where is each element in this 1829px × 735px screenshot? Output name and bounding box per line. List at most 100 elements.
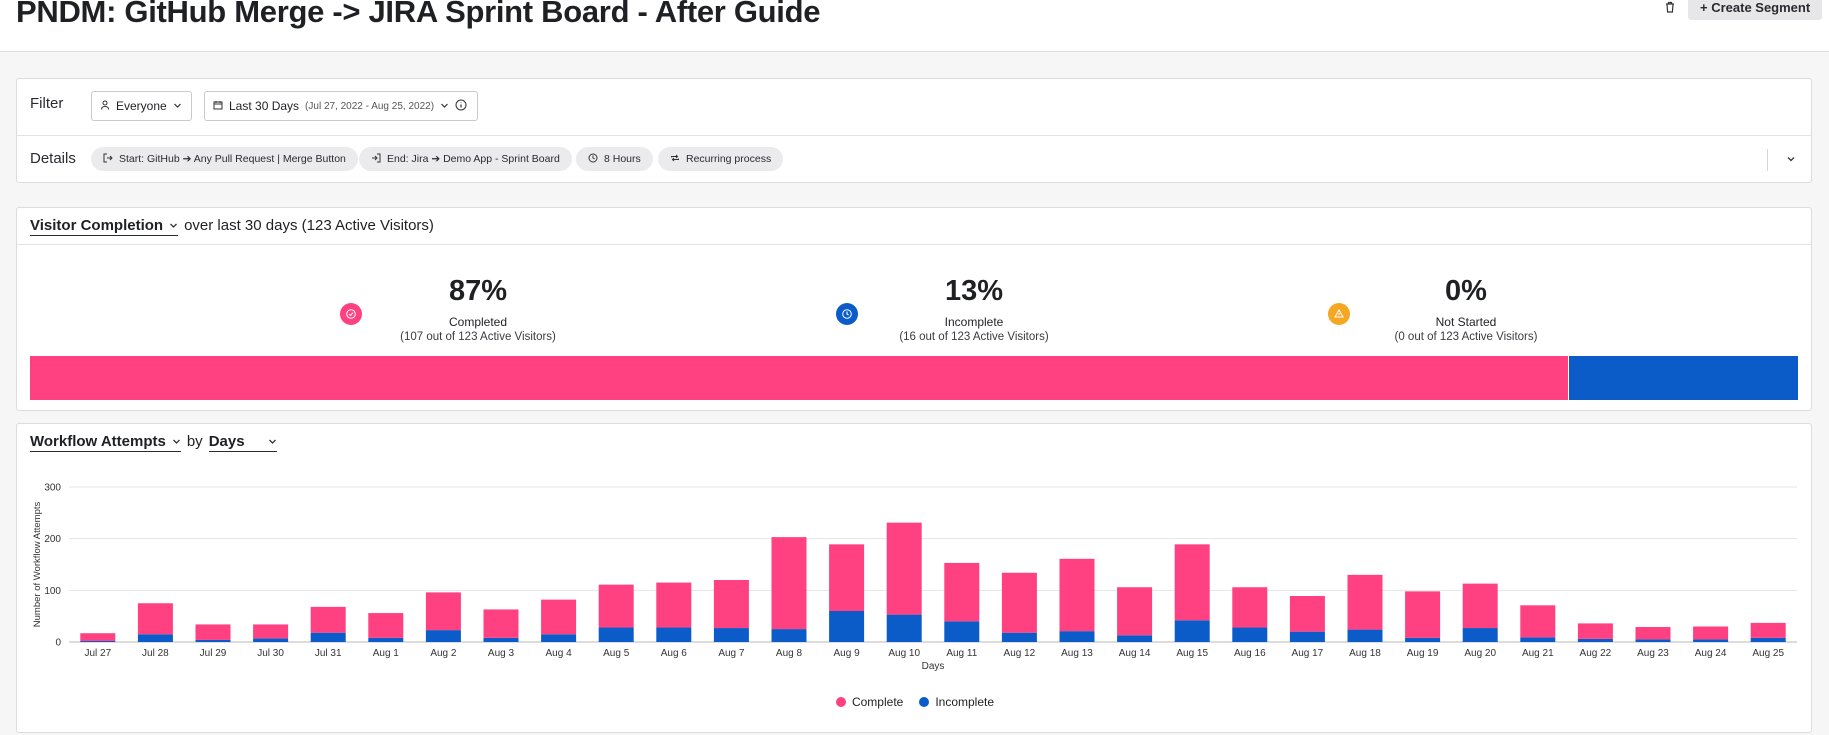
bar-complete[interactable] [771, 537, 807, 630]
x-tick-label: Aug 7 [718, 648, 745, 659]
bar-complete[interactable] [1520, 605, 1556, 638]
segment-select[interactable]: Everyone [91, 91, 192, 121]
completion-bar-completed[interactable] [30, 356, 1569, 400]
x-tick-label: Aug 23 [1637, 648, 1669, 659]
bar-complete[interactable] [829, 544, 865, 611]
end-chip[interactable]: End: Jira ➔ Demo App - Sprint Board [359, 147, 572, 171]
x-tick-label: Aug 10 [888, 648, 920, 659]
bar-complete[interactable] [483, 609, 519, 638]
bar-complete[interactable] [1001, 572, 1037, 633]
start-chip-label: Start: GitHub ➔ Any Pull Request | Merge… [119, 153, 346, 165]
bar-incomplete[interactable] [1174, 620, 1210, 642]
completion-bar [30, 356, 1798, 400]
bar-incomplete[interactable] [1117, 635, 1153, 642]
legend-item-complete[interactable]: Complete [835, 695, 904, 709]
bar-complete[interactable] [1059, 558, 1095, 632]
bar-complete[interactable] [1405, 591, 1441, 638]
x-tick-label: Aug 6 [661, 648, 688, 659]
bar-complete[interactable] [1750, 622, 1786, 638]
bar-complete[interactable] [656, 582, 692, 628]
bar-incomplete[interactable] [886, 614, 922, 642]
stat-not-started-sub: (0 out of 123 Active Visitors) [1394, 331, 1538, 343]
duration-chip[interactable]: 8 Hours [576, 147, 653, 171]
bar-complete[interactable] [598, 584, 634, 628]
stat-completed-label: Completed [448, 315, 508, 329]
create-segment-button[interactable]: + Create Segment [1688, 0, 1823, 20]
x-tick-label: Aug 14 [1119, 648, 1151, 659]
bar-incomplete[interactable] [598, 627, 634, 642]
completion-bar-incomplete[interactable] [1568, 356, 1798, 400]
expand-details-button[interactable] [1783, 151, 1799, 167]
workflow-metric-dropdown[interactable]: Workflow Attempts [30, 433, 181, 452]
bar-complete[interactable] [1577, 623, 1613, 639]
bar-complete[interactable] [1232, 587, 1268, 628]
x-tick-label: Aug 25 [1752, 648, 1784, 659]
bar-incomplete[interactable] [1577, 638, 1613, 642]
bar-incomplete[interactable] [771, 629, 807, 642]
page-title: PNDM: GitHub Merge -> JIRA Sprint Board … [16, 0, 821, 29]
bar-complete[interactable] [1174, 544, 1210, 621]
bar-complete[interactable] [310, 606, 346, 633]
completion-metric-dropdown[interactable]: Visitor Completion [30, 217, 179, 236]
details-label: Details [30, 150, 76, 167]
bar-incomplete[interactable] [829, 611, 865, 642]
bar-incomplete[interactable] [137, 634, 173, 642]
x-tick-label: Aug 11 [946, 648, 977, 659]
bar-incomplete[interactable] [1462, 628, 1498, 642]
stat-completed-sub: (107 out of 123 Active Visitors) [400, 331, 556, 343]
bar-complete[interactable] [1289, 596, 1325, 632]
x-tick-label: Aug 20 [1464, 648, 1496, 659]
bar-complete[interactable] [541, 599, 577, 635]
bar-incomplete[interactable] [253, 638, 289, 642]
chevron-down-icon [170, 223, 178, 228]
bar-complete[interactable] [1462, 583, 1498, 629]
bar-incomplete[interactable] [310, 632, 346, 642]
granularity-dropdown[interactable]: Days [208, 433, 277, 452]
bar-complete[interactable] [1347, 574, 1383, 630]
bar-incomplete[interactable] [1347, 629, 1383, 642]
bar-complete[interactable] [1635, 627, 1671, 640]
bar-incomplete[interactable] [483, 637, 519, 642]
bar-incomplete[interactable] [1520, 637, 1556, 642]
legend-item-incomplete[interactable]: Incomplete [919, 695, 994, 709]
bar-complete[interactable] [253, 624, 289, 639]
bar-complete[interactable] [195, 624, 231, 640]
bar-incomplete[interactable] [1001, 632, 1037, 642]
bar-incomplete[interactable] [713, 628, 749, 642]
bar-complete[interactable] [425, 592, 461, 631]
workflow-attempts-card: Workflow Attempts by Days 0 100 200 300 Numb… [16, 423, 1812, 733]
bar-complete[interactable] [137, 603, 173, 635]
legend-label: Complete [851, 695, 904, 709]
bar-incomplete[interactable] [541, 634, 577, 642]
clock-icon [588, 153, 598, 166]
bar-complete[interactable] [944, 562, 980, 622]
bar-incomplete[interactable] [425, 630, 461, 642]
bar-incomplete[interactable] [1405, 637, 1441, 642]
bar-incomplete[interactable] [1635, 639, 1671, 642]
bar-complete[interactable] [713, 580, 749, 629]
bar-complete[interactable] [1117, 587, 1153, 636]
date-range-select[interactable]: Last 30 Days (Jul 27, 2022 - Aug 25, 202… [204, 91, 478, 121]
recurring-chip[interactable]: Recurring process [658, 147, 784, 171]
x-tick-label: Aug 8 [776, 648, 803, 659]
bar-complete[interactable] [886, 522, 922, 615]
bar-complete[interactable] [1693, 626, 1729, 640]
bar-incomplete[interactable] [80, 640, 116, 642]
info-icon[interactable] [455, 99, 467, 114]
bar-incomplete[interactable] [1750, 637, 1786, 642]
bar-incomplete[interactable] [368, 637, 404, 642]
bar-complete[interactable] [80, 633, 116, 641]
stat-incomplete-value: 13% [944, 275, 1004, 307]
bar-incomplete[interactable] [1693, 639, 1729, 642]
bar-incomplete[interactable] [1289, 631, 1325, 642]
bar-complete[interactable] [368, 613, 404, 638]
bar-incomplete[interactable] [1232, 627, 1268, 642]
bar-incomplete[interactable] [195, 639, 231, 642]
trash-icon[interactable] [1663, 0, 1677, 14]
bar-incomplete[interactable] [1059, 631, 1095, 642]
start-chip[interactable]: Start: GitHub ➔ Any Pull Request | Merge… [91, 147, 358, 171]
bar-incomplete[interactable] [656, 627, 692, 642]
end-icon [371, 153, 381, 166]
bar-incomplete[interactable] [944, 621, 980, 642]
calendar-icon [213, 99, 223, 113]
